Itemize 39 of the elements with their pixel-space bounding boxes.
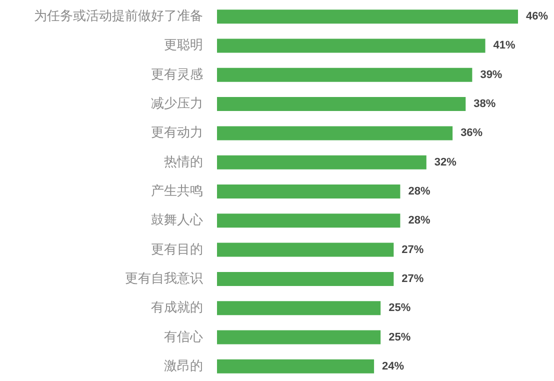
y-tick-label: 减少压力: [151, 96, 203, 112]
data-label: 27%: [402, 272, 424, 285]
data-label: 38%: [474, 98, 496, 110]
y-tick-label: 有信心: [164, 328, 203, 345]
data-label: 36%: [460, 127, 483, 140]
data-label: 27%: [402, 244, 424, 256]
bar: [217, 97, 466, 112]
data-label: 46%: [526, 10, 548, 23]
bar: [217, 214, 400, 228]
bar: [217, 68, 472, 82]
data-label: 25%: [388, 302, 411, 314]
y-tick-label: 鼓舞人心: [151, 212, 203, 228]
data-label: 41%: [493, 40, 516, 52]
y-tick-label: 有成就的: [151, 300, 203, 316]
bar: [217, 184, 400, 198]
data-label: 25%: [388, 331, 411, 344]
data-label: 28%: [408, 186, 430, 198]
y-tick-label: 更聪明: [164, 38, 203, 54]
bar: [217, 359, 374, 374]
y-tick-label: 热情的: [164, 154, 203, 170]
bar: [217, 126, 453, 140]
data-label: 39%: [480, 68, 502, 81]
y-tick-label: 更有目的: [151, 242, 203, 258]
bar: [217, 301, 381, 316]
y-tick-label: 为任务或活动提前做好了准备: [34, 9, 203, 24]
y-tick-label: 更有自我意识: [125, 271, 203, 286]
bar: [217, 330, 381, 344]
y-tick-label: 更有动力: [151, 126, 203, 141]
data-label: 32%: [434, 156, 457, 168]
bar: [217, 272, 394, 286]
bar: [217, 10, 518, 24]
y-tick-label: 激昂的: [164, 358, 203, 374]
bar: [217, 155, 426, 170]
y-tick-label: 更有灵感: [151, 67, 203, 82]
bar: [217, 242, 394, 257]
bar: [217, 38, 486, 53]
y-tick-label: 产生共鸣: [151, 184, 203, 199]
data-label: 24%: [382, 360, 404, 372]
data-label: 28%: [408, 214, 430, 227]
